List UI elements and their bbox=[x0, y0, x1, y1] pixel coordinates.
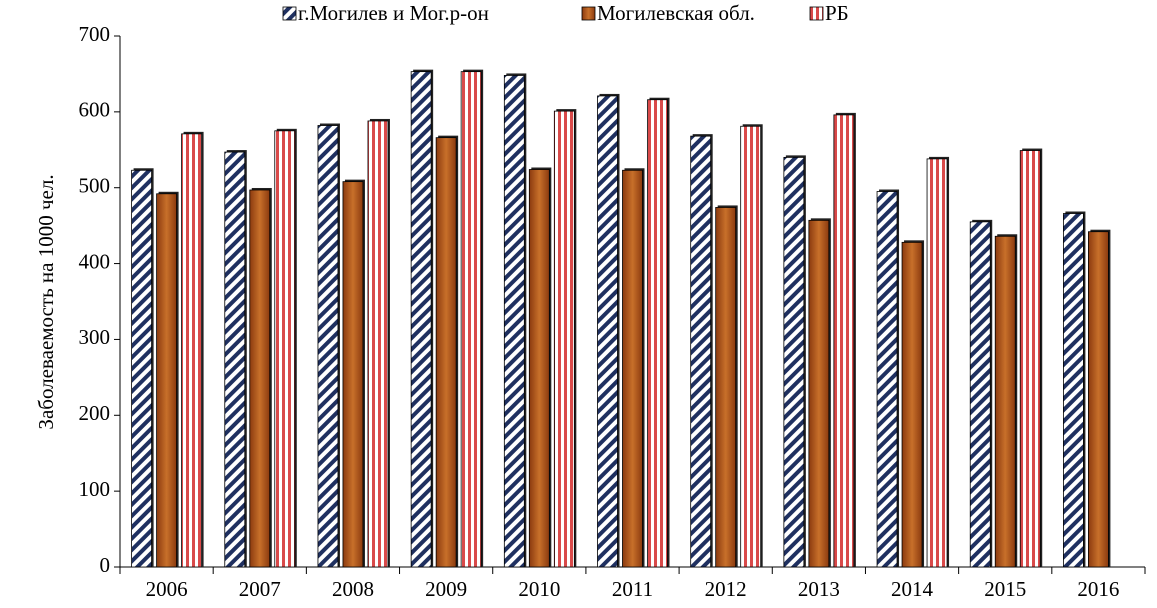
bar bbox=[410, 71, 432, 568]
bar bbox=[715, 207, 737, 568]
bar bbox=[926, 158, 948, 568]
legend-label: Могилевская обл. bbox=[597, 1, 755, 25]
x-tick-label: 2014 bbox=[891, 577, 934, 601]
bar bbox=[435, 137, 457, 568]
bar bbox=[740, 125, 762, 568]
bar bbox=[460, 71, 482, 568]
bar bbox=[876, 191, 898, 568]
y-tick-label: 0 bbox=[100, 553, 111, 577]
bar bbox=[808, 219, 830, 568]
bar bbox=[783, 156, 805, 568]
x-tick-label: 2016 bbox=[1077, 577, 1119, 601]
bar bbox=[528, 169, 550, 568]
bar bbox=[647, 99, 668, 568]
bar bbox=[131, 169, 152, 568]
bar bbox=[622, 169, 643, 568]
bar bbox=[553, 110, 575, 568]
x-tick-label: 2006 bbox=[146, 577, 188, 601]
legend-label: г.Могилев и Мог.р-он bbox=[298, 1, 489, 25]
y-tick-label: 300 bbox=[79, 325, 111, 349]
x-tick-label: 2009 bbox=[425, 577, 467, 601]
bar bbox=[342, 181, 364, 568]
x-tick-label: 2011 bbox=[612, 577, 653, 601]
legend-label: РБ bbox=[825, 1, 849, 25]
x-tick-label: 2010 bbox=[518, 577, 560, 601]
bar bbox=[274, 130, 296, 568]
y-tick-label: 100 bbox=[79, 477, 111, 501]
x-tick-label: 2013 bbox=[798, 577, 840, 601]
bar bbox=[597, 95, 618, 568]
bar bbox=[156, 193, 177, 568]
x-tick-label: 2007 bbox=[239, 577, 281, 601]
bar bbox=[317, 125, 339, 568]
bar bbox=[969, 221, 991, 568]
bar bbox=[249, 189, 271, 568]
y-tick-label: 700 bbox=[79, 22, 111, 46]
bar bbox=[1063, 213, 1084, 568]
y-axis-label: Заболеваемость на 1000 чел. bbox=[34, 174, 58, 429]
bar bbox=[1088, 231, 1109, 568]
y-tick-label: 400 bbox=[79, 249, 111, 273]
x-tick-label: 2012 bbox=[705, 577, 747, 601]
y-tick-label: 200 bbox=[79, 401, 111, 425]
x-tick-label: 2015 bbox=[984, 577, 1026, 601]
legend-swatch bbox=[581, 6, 596, 21]
bar bbox=[833, 114, 855, 568]
y-tick-label: 500 bbox=[79, 174, 111, 198]
bar bbox=[224, 151, 246, 568]
bar bbox=[181, 133, 202, 568]
x-tick-label: 2008 bbox=[332, 577, 374, 601]
bar bbox=[503, 75, 525, 568]
legend-swatch bbox=[809, 6, 824, 21]
bar bbox=[901, 241, 923, 568]
bar bbox=[994, 235, 1016, 568]
y-tick-label: 600 bbox=[79, 98, 111, 122]
bar bbox=[1019, 150, 1041, 568]
legend-swatch bbox=[282, 6, 297, 21]
bar bbox=[367, 120, 389, 568]
bar bbox=[690, 135, 712, 568]
